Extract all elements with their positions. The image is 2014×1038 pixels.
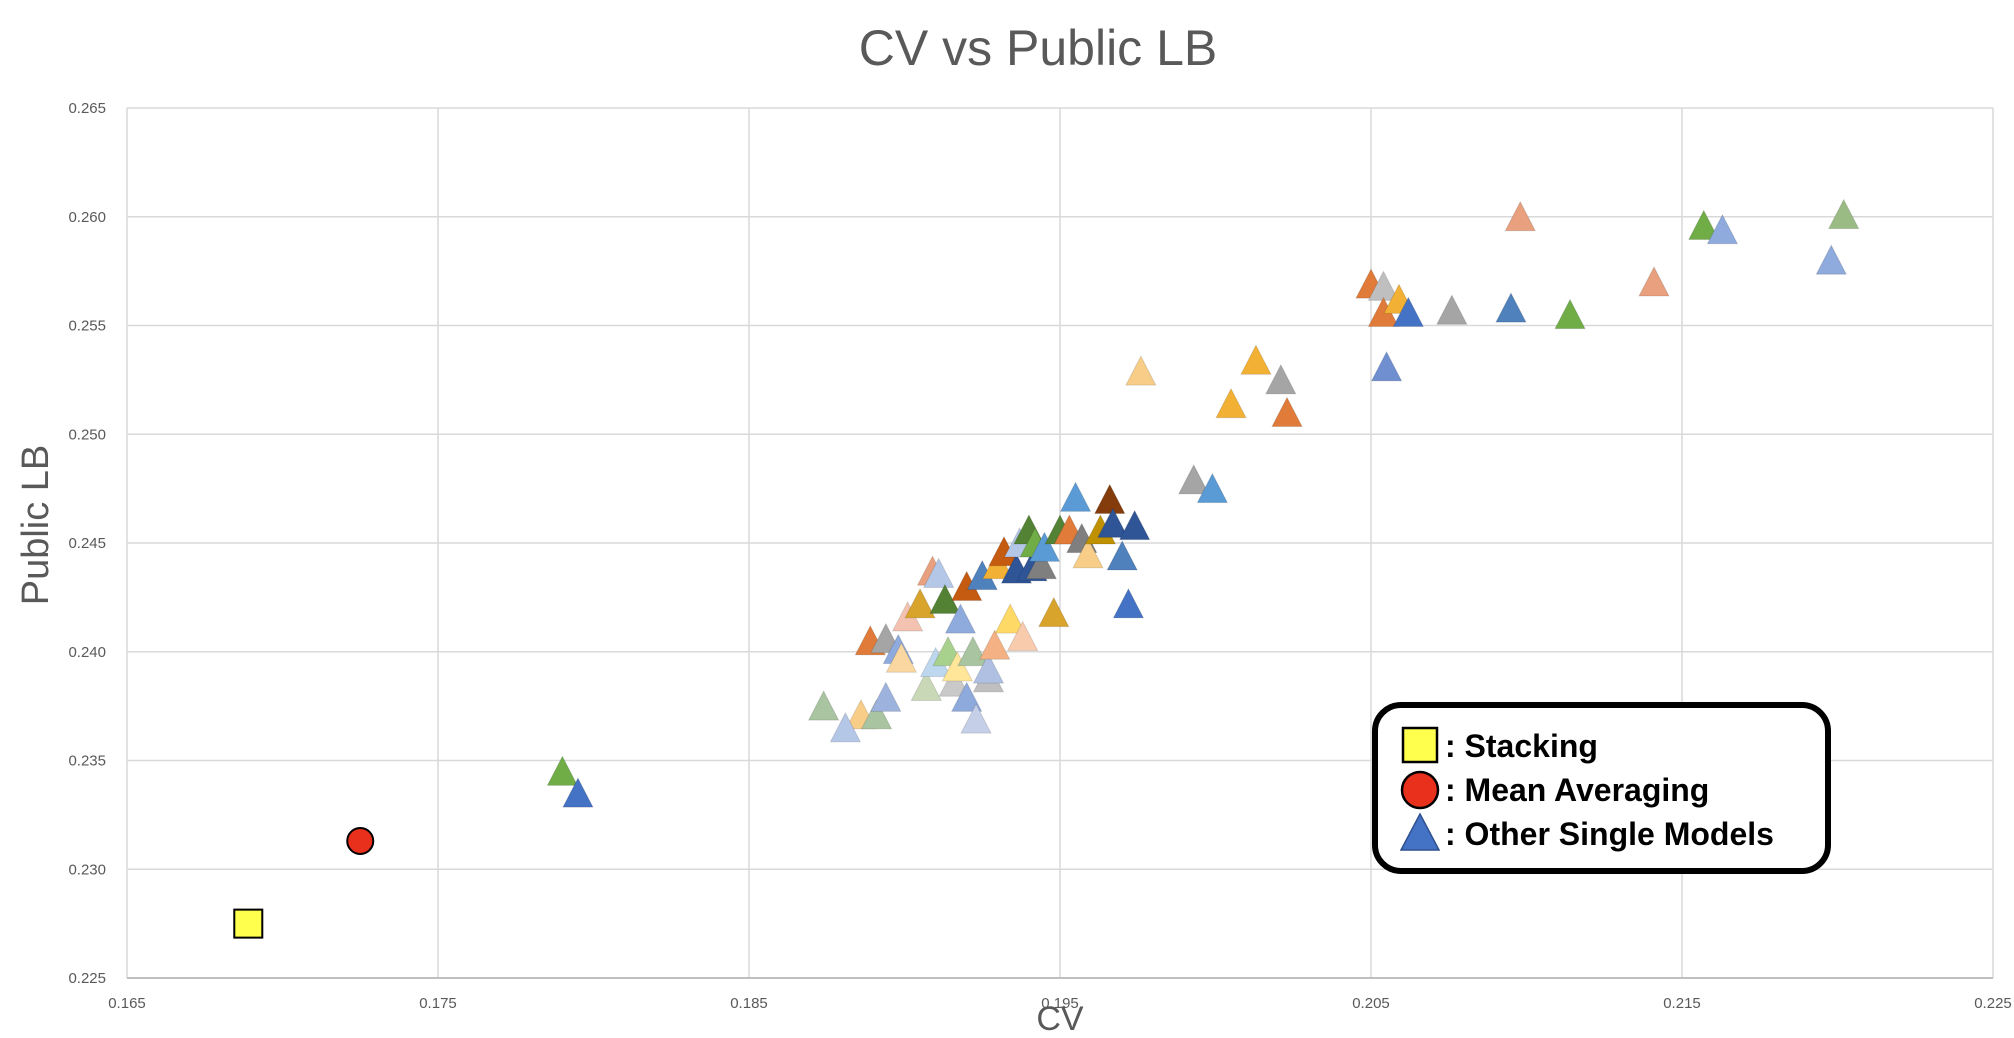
single-model-point — [562, 777, 594, 808]
x-tick-label: 0.165 — [108, 995, 146, 1012]
single-model-point — [1037, 596, 1070, 628]
single-model-point — [1687, 209, 1720, 240]
single-model-point — [1638, 265, 1670, 297]
legend-label-other-single-models: : Other Single Models — [1445, 816, 1774, 852]
single-model-point — [1271, 396, 1303, 427]
single-model-point — [1495, 292, 1527, 323]
y-tick-label: 0.250 — [68, 426, 106, 443]
single-model-point — [1392, 296, 1425, 327]
single-model-point — [1072, 537, 1104, 569]
legend-circle-icon — [1400, 770, 1440, 810]
x-tick-label: 0.175 — [419, 995, 457, 1012]
single-model-point — [1106, 539, 1139, 571]
single-model-point — [922, 557, 955, 588]
single-model-point — [1706, 213, 1739, 245]
single-model-point — [870, 681, 902, 712]
single-model-point — [1240, 344, 1272, 375]
single-model-point — [1028, 531, 1061, 562]
single-model-point — [1436, 294, 1468, 325]
y-tick-label: 0.225 — [68, 970, 106, 987]
single-model-point — [929, 583, 961, 615]
y-tick-label: 0.265 — [68, 100, 106, 117]
single-model-point — [807, 690, 840, 721]
single-model-point — [978, 629, 1011, 660]
single-model-point — [1093, 483, 1126, 514]
chart-title: CV vs Public LB — [859, 20, 1217, 76]
single-model-point — [904, 587, 936, 619]
single-model-point — [960, 703, 992, 734]
single-model-point — [1504, 200, 1537, 232]
single-model-point — [944, 603, 977, 634]
x-tick-label: 0.205 — [1352, 995, 1390, 1012]
single-model-point — [938, 666, 971, 697]
y-tick-label: 0.255 — [68, 318, 106, 335]
y-axis-label: Public LB — [15, 445, 57, 606]
x-axis-label: CV — [1036, 1000, 1084, 1038]
y-tick-label: 0.240 — [68, 644, 106, 661]
x-tick-label: 0.225 — [1974, 995, 2012, 1012]
single-model-point — [885, 642, 918, 673]
data-points — [233, 198, 1860, 939]
x-tick-label: 0.185 — [730, 995, 768, 1012]
legend-box — [1372, 702, 1831, 874]
single-model-point — [941, 650, 974, 682]
single-model-point — [1370, 350, 1403, 382]
single-model-point — [1196, 472, 1229, 504]
y-tick-labels: 0.225 0.230 0.235 0.240 0.245 0.250 0.255 0.260… — [68, 100, 106, 987]
legend: : Stacking : Mean Averaging : Other Sing… — [1372, 702, 1831, 874]
single-model-point — [1112, 587, 1145, 619]
single-model-point — [829, 711, 862, 743]
single-model-point — [994, 603, 1027, 634]
x-tick-labels: 0.165 0.175 0.185 0.195 0.205 0.215 0.225 — [108, 995, 2012, 1012]
single-model-point — [860, 698, 893, 730]
single-model-point — [1827, 198, 1860, 230]
y-tick-label: 0.260 — [68, 209, 106, 226]
single-model-point — [1125, 355, 1157, 386]
single-model-point — [950, 681, 983, 712]
y-tick-label: 0.245 — [68, 535, 106, 552]
mean-averaging-point — [346, 826, 375, 855]
legend-square-icon — [1401, 726, 1439, 764]
y-tick-label: 0.235 — [68, 753, 106, 770]
single-model-point — [1059, 481, 1092, 512]
single-model-point — [1177, 463, 1210, 495]
single-model-point — [972, 653, 1005, 684]
legend-label-mean-averaging: : Mean Averaging — [1445, 772, 1709, 808]
single-model-point — [1815, 244, 1848, 275]
single-model-point — [546, 755, 579, 786]
stacking-point — [233, 908, 264, 939]
single-model-point — [1097, 507, 1129, 538]
single-model-point — [910, 670, 943, 702]
single-model-point — [1264, 363, 1297, 395]
single-model-point — [1025, 548, 1058, 580]
single-model-point — [1554, 298, 1586, 330]
x-tick-label: 0.215 — [1663, 995, 1701, 1012]
legend-label-stacking: : Stacking — [1445, 728, 1598, 764]
x-tick-label: 0.195 — [1041, 995, 1079, 1012]
y-tick-label: 0.230 — [68, 861, 106, 878]
legend-triangle-icon — [1399, 812, 1441, 851]
single-model-point — [1215, 387, 1247, 419]
single-model-point — [1118, 509, 1151, 541]
single-model-point — [1006, 620, 1039, 652]
